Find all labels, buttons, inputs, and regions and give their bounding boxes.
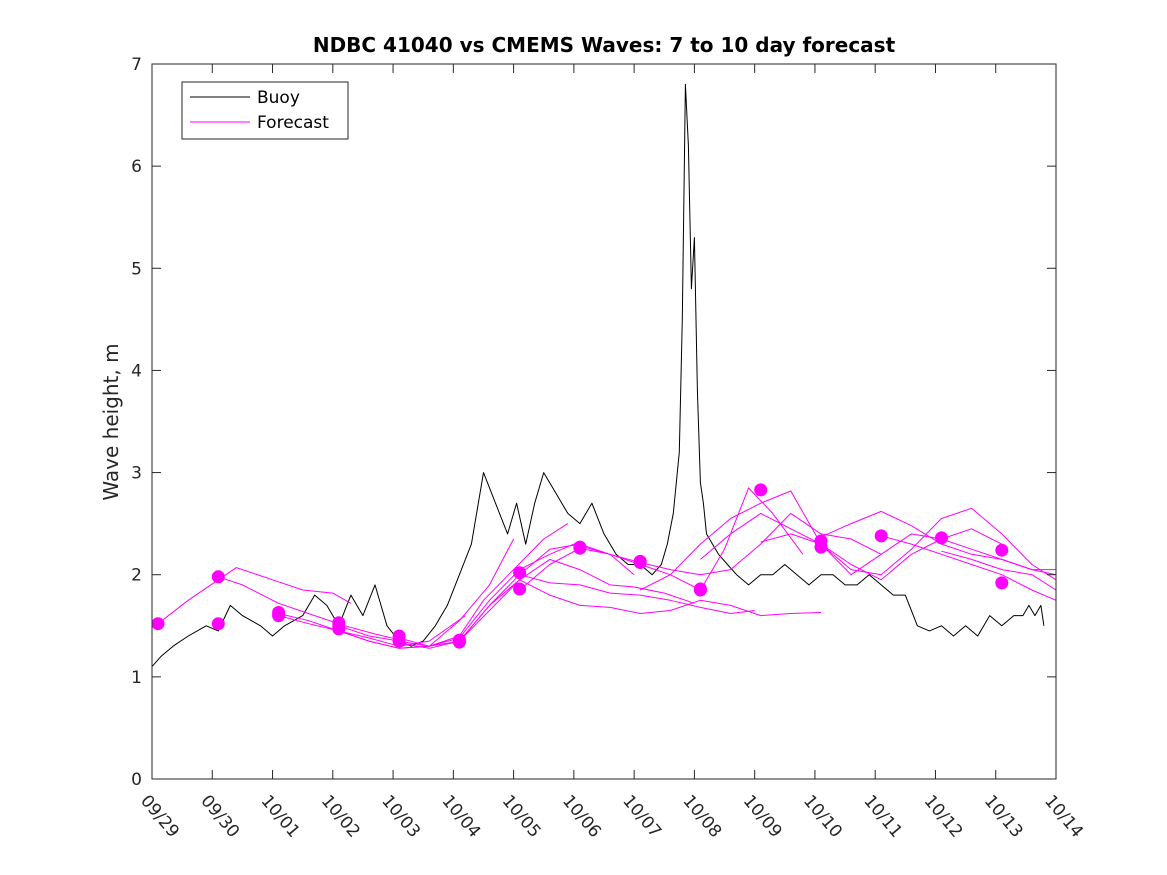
forecast-marker-20 <box>754 483 768 497</box>
forecast-series-line-13 <box>700 512 1003 581</box>
forecast-marker-23 <box>874 529 888 543</box>
forecast-marker-25 <box>995 543 1009 557</box>
forecast-marker-4 <box>272 609 286 623</box>
legend-buoy-label: Buoy <box>257 88 300 108</box>
y-tick-label: 4 <box>131 361 142 381</box>
forecast-marker-24 <box>935 531 948 545</box>
forecast-marker-0 <box>151 617 165 631</box>
forecast-series-line-17 <box>941 550 1057 591</box>
forecast-marker-17 <box>633 554 647 568</box>
forecast-marker-7 <box>332 622 346 636</box>
forecast-series-line-3 <box>278 613 466 647</box>
forecast-marker-22 <box>814 540 828 554</box>
forecast-marker-26 <box>995 576 1009 590</box>
forecast-series-line-14 <box>760 507 1057 581</box>
axes-box <box>151 63 1057 780</box>
legend: Buoy Forecast <box>181 81 349 140</box>
y-tick-label: 7 <box>131 55 142 75</box>
y-tick-label: 2 <box>131 566 142 586</box>
plot-area <box>152 64 1056 779</box>
forecast-marker-15 <box>573 540 587 554</box>
y-axis-label: Wave height, m <box>99 343 123 500</box>
forecast-marker-9 <box>392 634 406 648</box>
forecast-marker-13 <box>513 582 527 596</box>
forecast-series-line-7 <box>398 558 695 647</box>
buoy-series-line <box>151 83 1045 667</box>
y-tick-label: 0 <box>131 770 142 790</box>
y-tick-label: 1 <box>131 668 142 688</box>
legend-box <box>181 81 349 140</box>
forecast-series-line-2 <box>218 576 406 642</box>
legend-forecast-label: Forecast <box>257 113 329 133</box>
forecast-marker-19 <box>693 582 707 596</box>
forecast-marker-2 <box>211 617 225 631</box>
forecast-marker-1 <box>211 570 225 584</box>
forecast-series-line-12 <box>639 490 942 591</box>
forecast-series-line-18 <box>941 538 1056 571</box>
forecast-series-line-9 <box>459 579 822 642</box>
forecast-marker-layer <box>151 483 1009 649</box>
y-tick-label: 3 <box>131 464 142 484</box>
y-tick-label: 6 <box>131 157 142 177</box>
y-tick-label: 5 <box>131 259 142 279</box>
forecast-series-line-16 <box>881 535 1057 601</box>
forecast-series-line-1 <box>157 567 352 625</box>
forecast-marker-12 <box>513 566 527 580</box>
chart-title: NDBC 41040 vs CMEMS Waves: 7 to 10 day f… <box>313 33 896 57</box>
forecast-marker-11 <box>452 635 466 649</box>
